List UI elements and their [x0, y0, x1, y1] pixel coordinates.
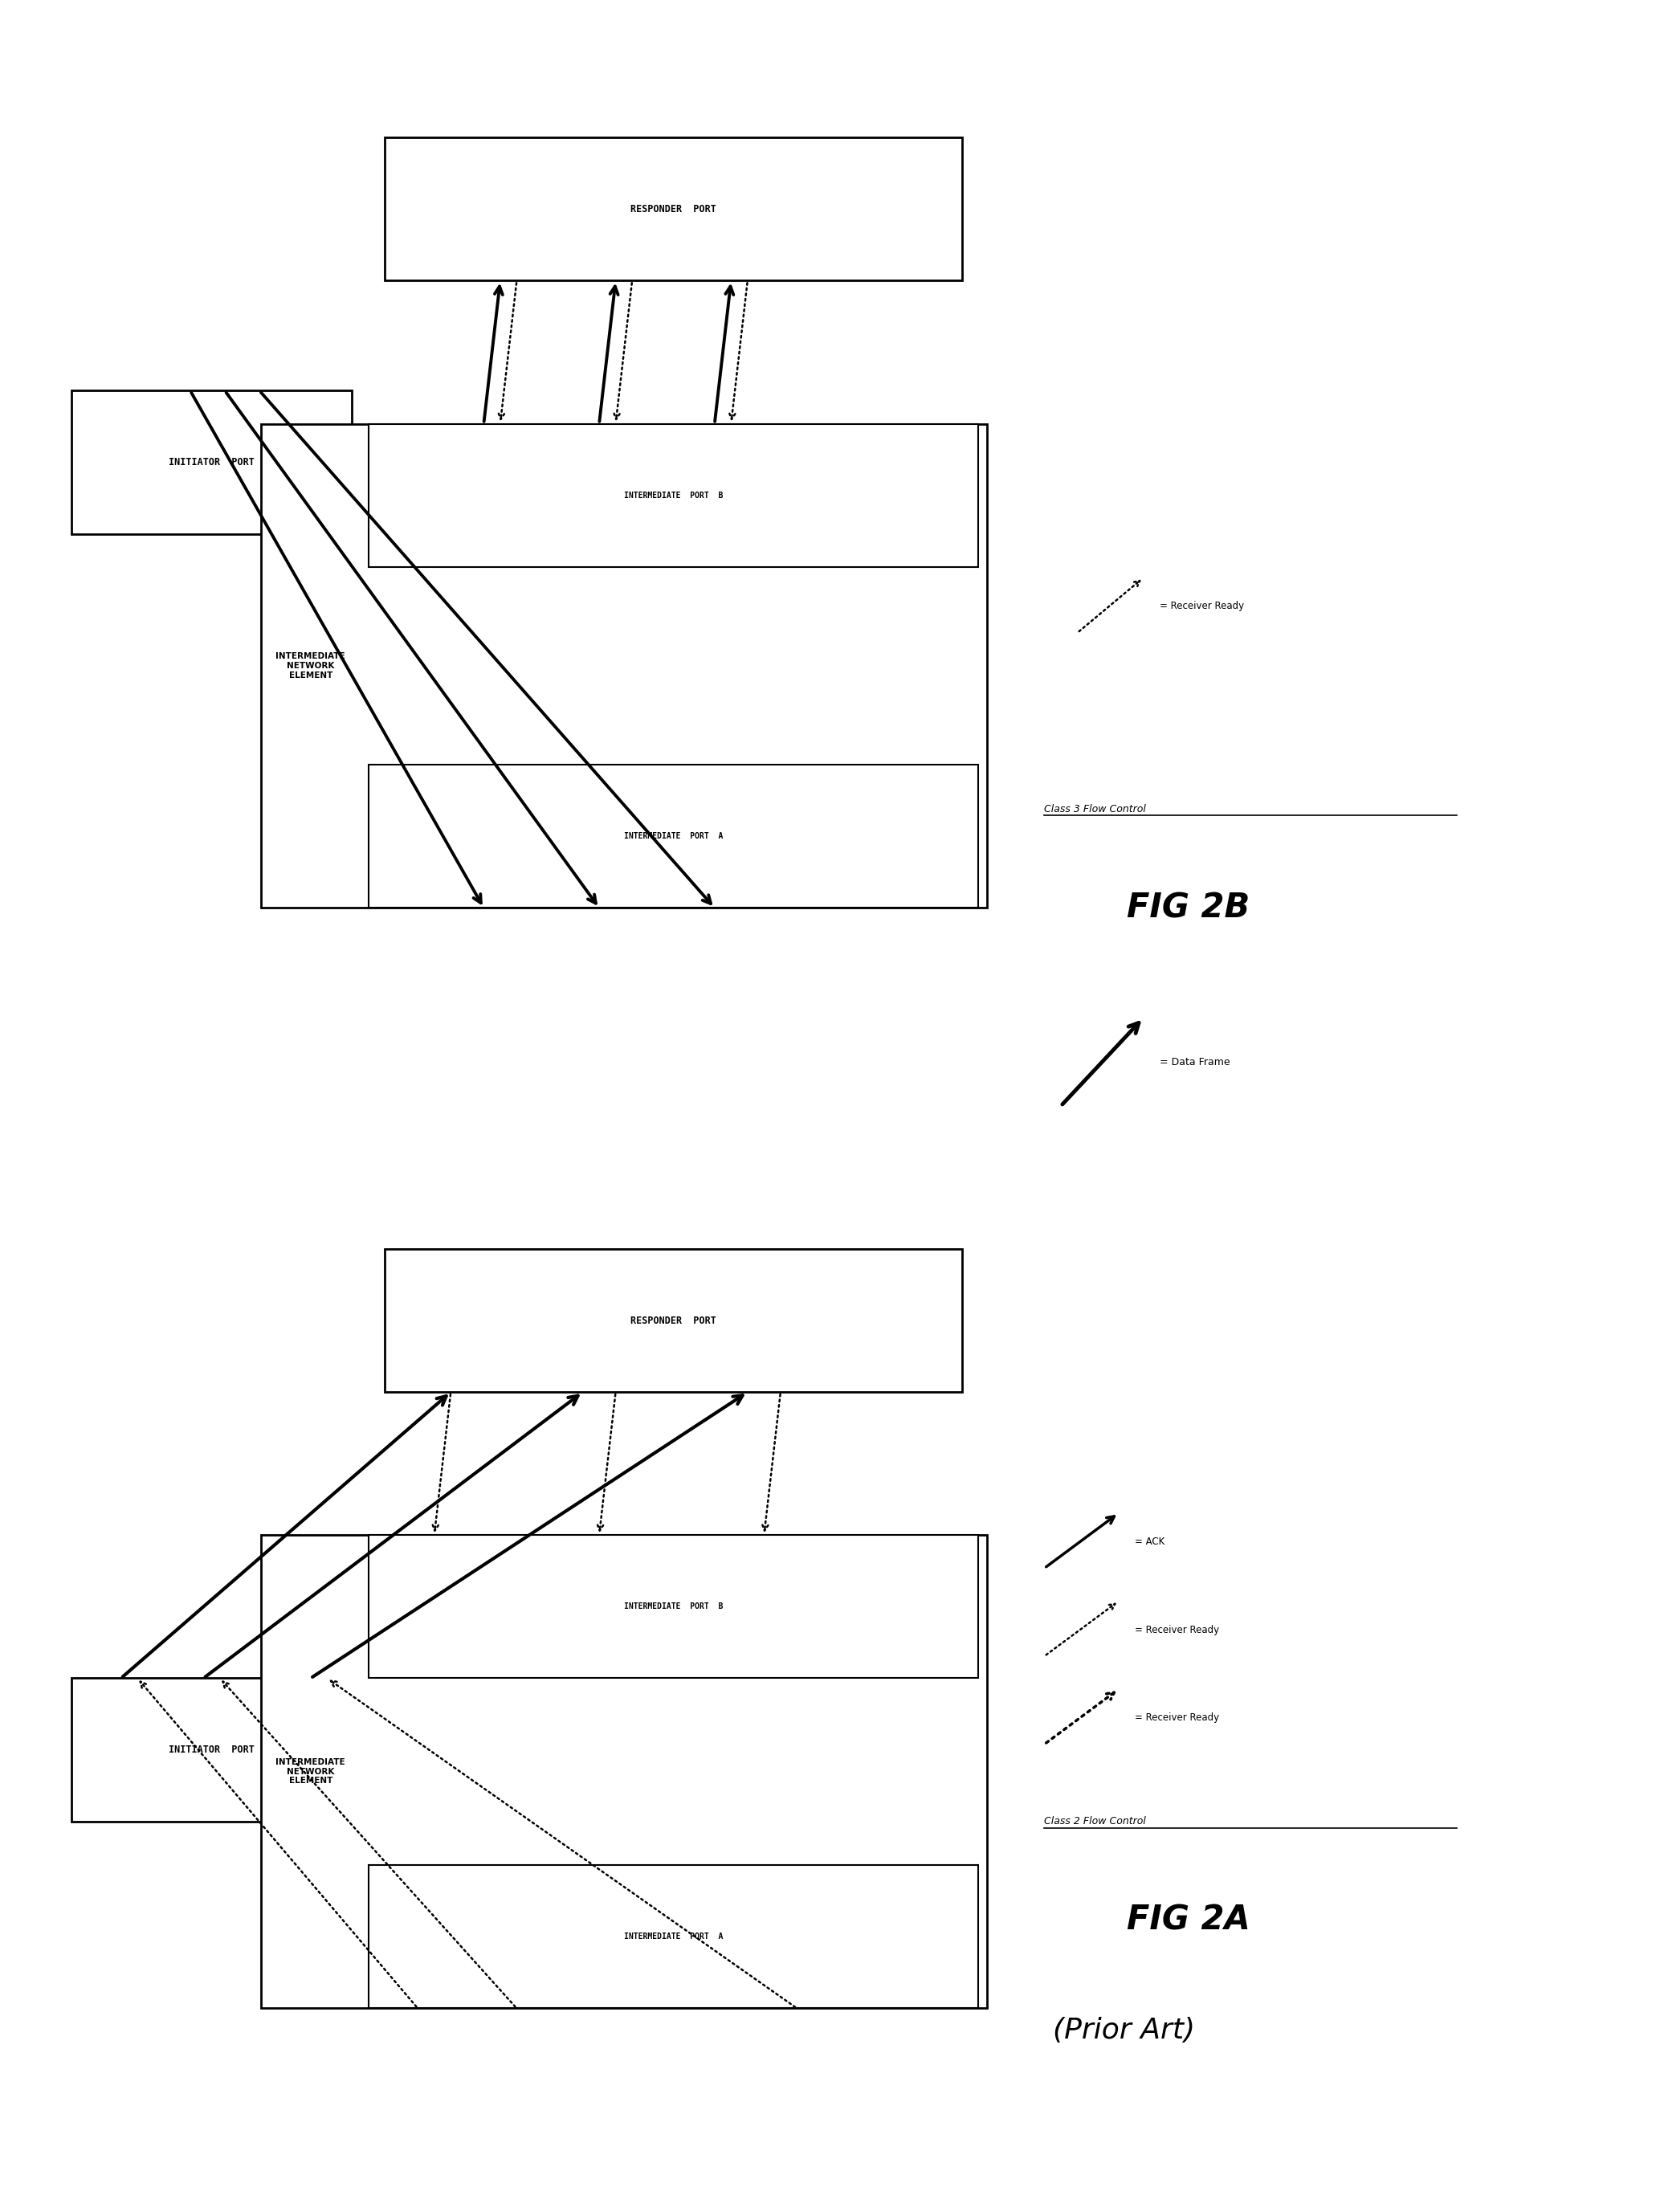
Text: INTERMEDIATE  PORT  B: INTERMEDIATE PORT B	[624, 1604, 722, 1610]
Text: = Receiver Ready: = Receiver Ready	[1135, 1624, 1220, 1635]
Text: = ACK: = ACK	[1135, 1537, 1165, 1546]
Text: = Receiver Ready: = Receiver Ready	[1135, 1712, 1220, 1723]
Text: INTERMEDIATE
NETWORK
ELEMENT: INTERMEDIATE NETWORK ELEMENT	[276, 1759, 345, 1785]
Text: RESPONDER  PORT: RESPONDER PORT	[631, 1316, 715, 1325]
Bar	[369, 1865, 978, 2008]
Bar	[71, 1679, 352, 1820]
Text: INTERMEDIATE  PORT  A: INTERMEDIATE PORT A	[624, 832, 722, 841]
Bar	[261, 1535, 986, 2008]
Text: INTERMEDIATE
NETWORK
ELEMENT: INTERMEDIATE NETWORK ELEMENT	[276, 653, 345, 679]
Text: INITIATOR  PORT: INITIATOR PORT	[169, 1745, 254, 1754]
Text: = Receiver Ready: = Receiver Ready	[1160, 602, 1245, 613]
Text: INTERMEDIATE  PORT  B: INTERMEDIATE PORT B	[624, 491, 722, 500]
Text: (Prior Art): (Prior Art)	[1052, 2017, 1195, 2044]
Bar	[71, 392, 352, 533]
Text: = Data Frame: = Data Frame	[1160, 1057, 1230, 1066]
Text: FIG 2B: FIG 2B	[1127, 891, 1250, 925]
Text: FIG 2A: FIG 2A	[1127, 1905, 1250, 1938]
Bar	[369, 765, 978, 907]
Bar	[261, 425, 986, 907]
Text: Class 2 Flow Control: Class 2 Flow Control	[1044, 1816, 1147, 1827]
Text: INITIATOR  PORT: INITIATOR PORT	[169, 458, 254, 467]
Bar	[369, 1535, 978, 1679]
Bar	[385, 137, 961, 281]
Bar	[369, 425, 978, 566]
Bar	[385, 1250, 961, 1391]
Text: RESPONDER  PORT: RESPONDER PORT	[631, 204, 715, 215]
Text: INTERMEDIATE  PORT  A: INTERMEDIATE PORT A	[624, 1933, 722, 1940]
Text: Class 3 Flow Control: Class 3 Flow Control	[1044, 803, 1147, 814]
